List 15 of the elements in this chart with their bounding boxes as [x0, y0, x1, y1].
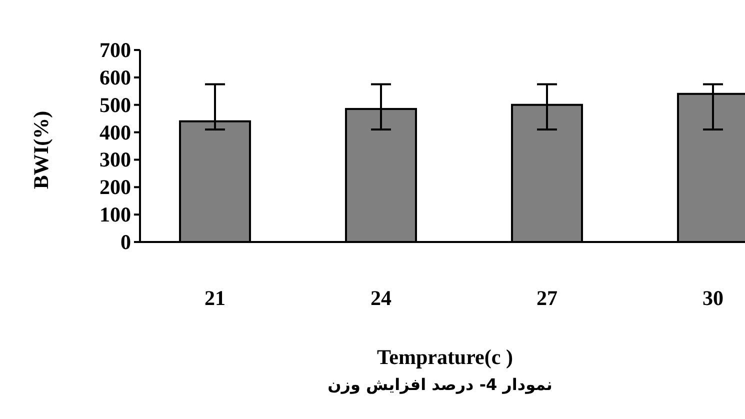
y-tick-label: 200 — [100, 175, 131, 200]
text: نمودار 4- درصد افزایش وزن — [328, 375, 552, 394]
y-tick-label: 400 — [100, 120, 131, 144]
y-tick-label: 500 — [100, 92, 131, 117]
y-tick-label: 600 — [100, 65, 131, 90]
x-tick-label: 30 — [702, 286, 724, 310]
y-tick-label: 700 — [100, 38, 131, 62]
y-tick-label: 300 — [100, 148, 131, 172]
y-tick-label: 100 — [100, 202, 131, 227]
x-tick-label: 27 — [536, 286, 558, 310]
y-axis-title: BWI(%) — [29, 110, 53, 190]
x-tick-label: 21 — [204, 286, 226, 310]
y-tick-label: 0 — [120, 230, 131, 254]
x-axis-title: Temprature(c ) — [377, 345, 513, 369]
x-tick-label: 24 — [370, 286, 392, 310]
